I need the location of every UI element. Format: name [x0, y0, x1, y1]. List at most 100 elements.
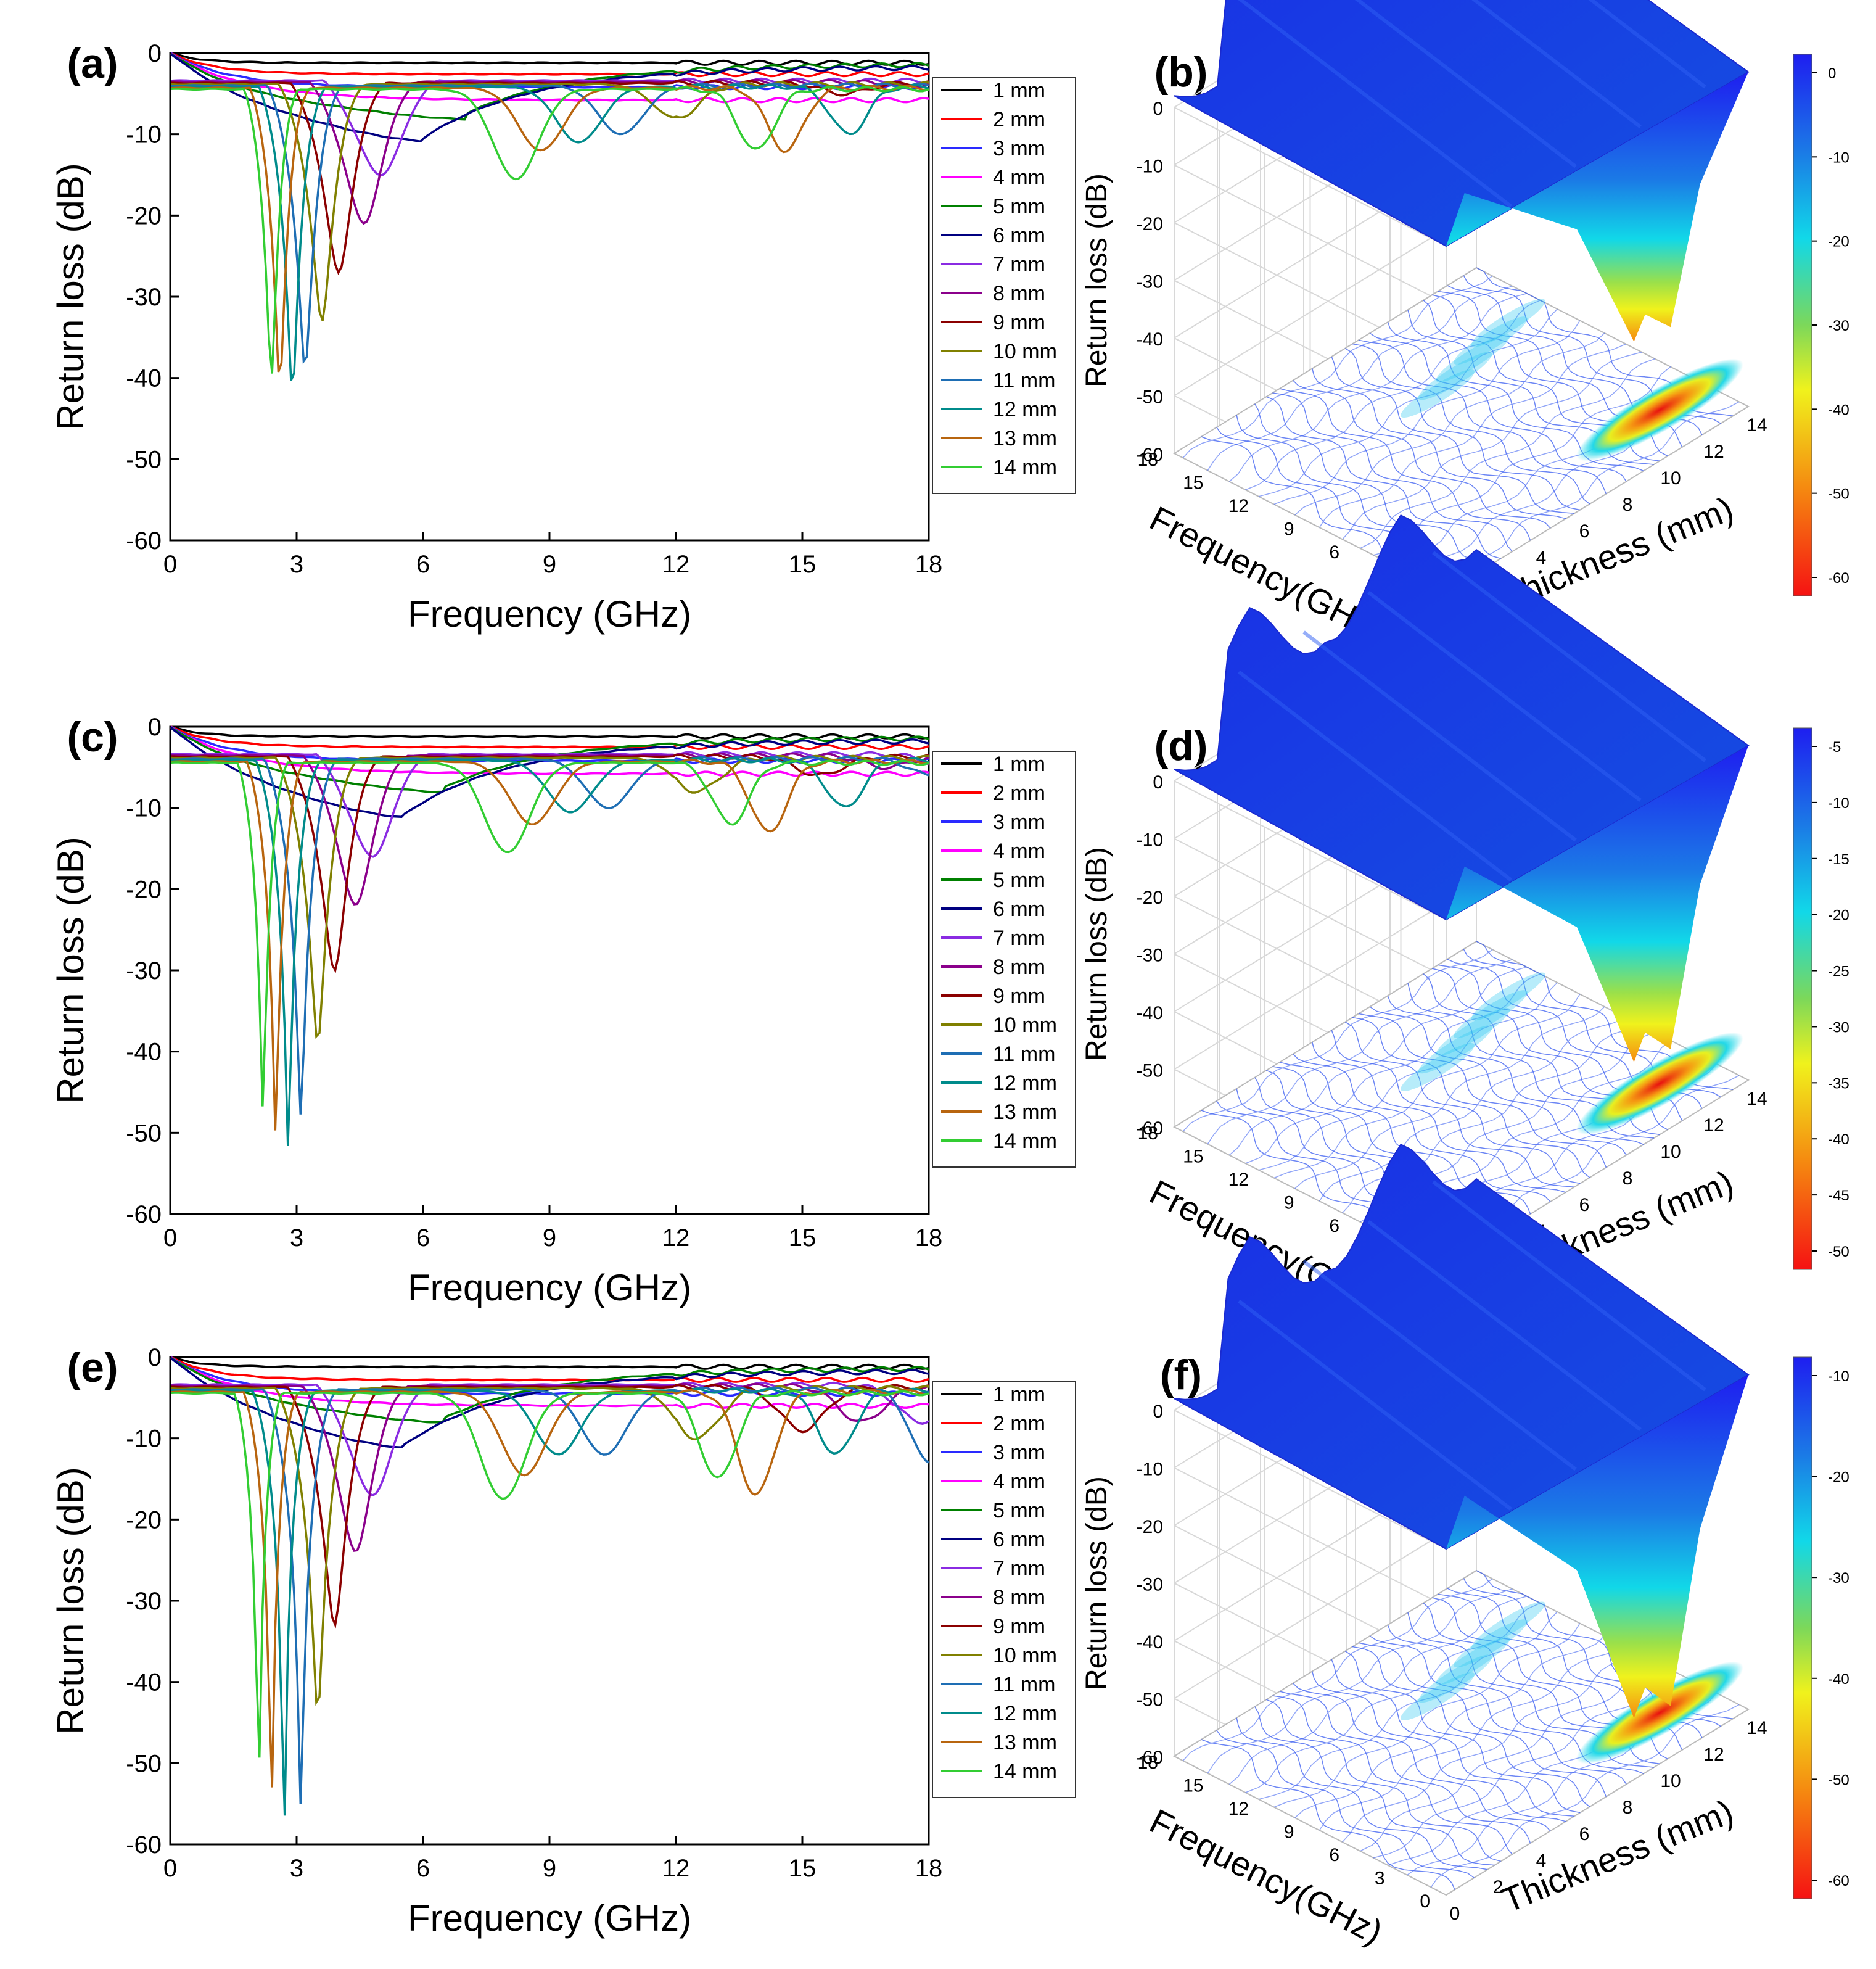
contour-line: [1272, 392, 1513, 552]
panel-label: (a): [67, 40, 118, 87]
frequency-tick-label: 12: [1228, 1170, 1249, 1190]
y-tick-label: -10: [126, 1426, 162, 1453]
series-line-8mm: [171, 752, 929, 906]
panel-f: (f) 0 -10 -20 -30 -40 -50 -60 Return loss (dB) 18…: [1080, 1144, 1849, 1952]
thickness-tick-label: 8: [1623, 495, 1633, 515]
contour-line: [1236, 1717, 1488, 1870]
thickness-tick-label: 0: [1450, 1904, 1460, 1924]
contour-band: [1418, 1654, 1492, 1703]
x-tick-label: 0: [163, 1855, 177, 1882]
x-tick-label: 15: [789, 551, 817, 578]
frequency-tick-label: 9: [1284, 1822, 1294, 1843]
contour-line: [1293, 380, 1551, 529]
frequency-tick-label: 0: [1420, 1891, 1430, 1912]
contour-line: [1352, 343, 1590, 505]
contour-line: [1254, 403, 1495, 563]
frequency-tick-label: 9: [1284, 519, 1294, 540]
back-grid-line: [1174, 1512, 1477, 1699]
thickness-tick-label: 14: [1746, 1089, 1767, 1109]
series-line-4mm: [170, 1356, 929, 1410]
x-tick-label: 12: [662, 1224, 690, 1252]
contour-map: [1182, 941, 1743, 1261]
contour-hotspot: [1576, 358, 1743, 461]
legend-label: 11 mm: [993, 1673, 1055, 1696]
contour-line: [1272, 1695, 1513, 1855]
x-tick-label: 9: [543, 551, 556, 578]
contour-line: [1207, 959, 1513, 1145]
frequency-tick-label: 6: [1329, 542, 1339, 563]
panel-e: (e) 0 3 6 9 12 15 18 0 -10 -20 -30 -40 -50 -60 Frequenc…: [50, 1344, 1076, 1939]
contour-line: [1319, 344, 1626, 528]
legend-label: 2 mm: [993, 1412, 1045, 1435]
frequency-tick-label: 15: [1183, 1776, 1203, 1796]
contour-line: [1430, 1704, 1740, 1888]
series-line-2mm: [170, 1356, 929, 1383]
colorbar-tick-label: -30: [1828, 318, 1849, 334]
z-tick-label: 0: [1153, 99, 1163, 119]
x-axis-label: Frequency (GHz): [408, 1267, 691, 1308]
series-line-2mm: [170, 725, 929, 750]
y-tick-label: -30: [126, 957, 162, 984]
contour-line: [1369, 1006, 1627, 1155]
legend-label: 4 mm: [993, 1470, 1045, 1493]
series-line-14mm: [171, 1390, 929, 1758]
colorbar-tick-label: -5: [1828, 739, 1841, 756]
plot-frame: [169, 725, 930, 1215]
legend-label: 1 mm: [993, 753, 1045, 776]
contour-line: [1319, 1017, 1626, 1202]
colorbar-tick-label: -40: [1828, 1671, 1849, 1688]
x-tick-label: 3: [290, 1855, 303, 1882]
legend-label: 1 mm: [993, 79, 1045, 102]
legend-label: 2 mm: [993, 782, 1045, 805]
legend-label: 8 mm: [993, 282, 1045, 305]
contour-band: [1471, 299, 1545, 347]
series-line-7mm: [171, 1381, 929, 1496]
legend-label: 4 mm: [993, 166, 1045, 189]
series-line-8mm: [171, 78, 929, 225]
legend-label: 3 mm: [993, 1441, 1045, 1464]
z-axis-label: Return loss (dB): [1080, 173, 1113, 387]
contour-line: [1342, 1654, 1642, 1843]
series-line-12mm: [171, 1387, 929, 1816]
x-tick-label: 18: [915, 551, 943, 578]
z-tick-label: 0: [1153, 772, 1163, 793]
z-tick-label: -50: [1137, 1061, 1163, 1081]
colorbar-tick-label: -45: [1828, 1187, 1849, 1204]
contour-line: [1294, 1635, 1605, 1818]
x-tick-label: 18: [915, 1855, 943, 1882]
colorbar-tick-label: -30: [1828, 1019, 1849, 1036]
colorbar-tick-label: -40: [1828, 402, 1849, 418]
contour-line: [1228, 967, 1528, 1156]
z-tick-label: 0: [1153, 1401, 1163, 1422]
legend-label: 14 mm: [993, 456, 1057, 479]
contour-line: [1294, 332, 1605, 516]
x-axis-label: Frequency (GHz): [408, 593, 691, 635]
thickness-tick-label: 8: [1623, 1798, 1633, 1818]
contour-line: [1360, 358, 1655, 549]
legend-label: 9 mm: [993, 1615, 1045, 1638]
legend-label: 7 mm: [993, 253, 1045, 276]
series-line-1mm: [170, 52, 929, 66]
surface-shading: [1588, 0, 1706, 89]
legend-label: 3 mm: [993, 137, 1045, 160]
series-line-11mm: [171, 1386, 930, 1804]
contour-line: [1360, 1661, 1655, 1852]
contour-line: [1344, 1022, 1581, 1184]
z-tick-label: -40: [1137, 329, 1163, 350]
frequency-tick-label: 3: [1375, 1868, 1385, 1889]
colorbar: [1793, 1356, 1812, 1899]
legend-label: 6 mm: [993, 224, 1045, 247]
x-tick-label: 12: [662, 1855, 690, 1882]
series-line-8mm: [171, 1382, 929, 1552]
series-line-7mm: [171, 77, 929, 176]
z-axis-label: Return loss (dB): [1080, 1476, 1113, 1690]
thickness-tick-label: 6: [1579, 1824, 1590, 1844]
colorbar-tick-label: -20: [1828, 1469, 1849, 1486]
series-line-13mm: [171, 85, 929, 373]
z-tick-label: -40: [1137, 1003, 1163, 1023]
y-axis-label: Return loss (dB): [50, 163, 91, 430]
z-tick-label: -30: [1137, 272, 1163, 292]
panel-label: (f): [1160, 1352, 1202, 1398]
thickness-tick-label: 14: [1746, 1718, 1767, 1738]
x-tick-label: 0: [163, 551, 177, 578]
